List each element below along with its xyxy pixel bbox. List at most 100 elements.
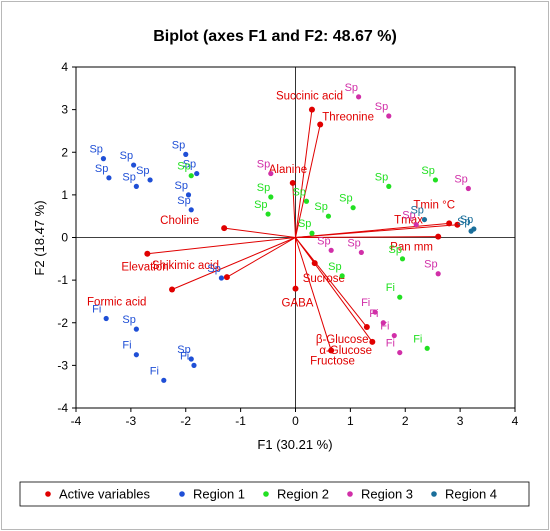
variable-point-glucose <box>363 324 370 331</box>
region-3-point <box>328 247 334 253</box>
variable-label-threonine: Threonine <box>322 112 374 124</box>
y-tick-label: 2 <box>61 145 68 159</box>
x-tick-label: 0 <box>292 414 299 428</box>
region-3-point-label: Fi <box>380 321 389 333</box>
region-1-point <box>185 192 192 198</box>
variable-label-alanine: Alanine <box>269 164 307 176</box>
region-1-point-label: Sp <box>183 159 196 171</box>
variable-point-tmin-c <box>454 221 461 228</box>
region-3-point-label: Sp <box>257 159 270 171</box>
region-2-point-label: Sp <box>298 218 311 230</box>
variable-label-shikimic-acid: Shikimic acid <box>152 260 219 272</box>
region-2-point <box>397 294 403 300</box>
region-2-point <box>350 205 356 211</box>
region-2-point-label: Sp <box>339 193 352 205</box>
region-3-point-label: Sp <box>402 210 415 222</box>
region-4-point-label: Sp <box>457 216 470 228</box>
region-1-point <box>218 275 225 281</box>
chart-title: Biplot (axes F1 and F2: 48.67 %) <box>153 28 397 45</box>
variable-label-choline: Choline <box>160 215 199 227</box>
region-2-point <box>386 183 392 189</box>
variable-point-fructose <box>328 347 335 354</box>
region-3-point-label: Sp <box>317 235 330 247</box>
legend: Active variables Region 1 Region 2 Region 3… <box>45 487 497 502</box>
region-1-point-label: Sp <box>136 165 149 177</box>
region-1-point-label: Sp <box>95 163 108 175</box>
x-tick-label: -4 <box>71 414 82 428</box>
variable-label-elevation: Elevation <box>121 262 168 274</box>
region-1-point-label: Sp <box>89 144 102 156</box>
region-1-point-label: Sp <box>122 171 135 183</box>
y-tick-label: -4 <box>57 401 68 415</box>
region-1-point <box>133 352 139 358</box>
y-tick-label: -3 <box>57 358 68 372</box>
variable-vectors: Succinic acid Threonine Alanine Choline Elev… <box>87 91 461 367</box>
region-3-point-label: Fi <box>386 338 395 350</box>
region-2-point-label: Sp <box>257 182 270 194</box>
region-2-point-label: Sp <box>375 171 388 183</box>
region-1-point-label: Sp <box>177 344 190 356</box>
region-3-point <box>372 309 378 315</box>
tick-marks <box>72 66 516 412</box>
region-1-point-label: Fi <box>92 303 101 315</box>
region-2-point <box>325 213 332 219</box>
region-1-point-label: Sp <box>174 180 187 192</box>
vector-threonine <box>295 124 321 238</box>
region-1-point-label: Sp <box>207 263 220 275</box>
region-2-point-label: Sp <box>314 201 327 213</box>
vector-shikimic-acid <box>226 237 296 278</box>
region-2-point-label: Sp <box>421 165 434 177</box>
region-1-point-label: Sp <box>172 139 185 151</box>
region-1-point <box>106 175 112 181</box>
region-1-point-label: Sp <box>120 150 133 162</box>
legend-marker-region-3 <box>347 491 353 497</box>
variable-label-succinic-acid: Succinic acid <box>276 91 343 103</box>
region-3-point <box>435 271 441 277</box>
region-2-point <box>265 211 271 217</box>
vector-choline <box>224 227 296 238</box>
vector-formic-acid <box>171 237 296 290</box>
legend-label-region-2: Region 2 <box>277 487 329 502</box>
region-1-point <box>161 377 167 383</box>
region-3-point <box>397 349 403 356</box>
y-tick-label: 1 <box>61 188 68 202</box>
region-3-point <box>356 94 362 100</box>
region-2-point <box>399 256 406 262</box>
variable-label-fructose: Fructose <box>310 355 355 367</box>
region-2-point-label: Sp <box>254 199 267 211</box>
region-2-point <box>309 230 315 236</box>
region-2-point <box>424 345 430 351</box>
region-1-point <box>103 315 109 322</box>
x-tick-label: -1 <box>235 414 246 428</box>
region-2-point-label: Sp <box>389 244 402 256</box>
variable-point-pan-mm <box>435 233 442 240</box>
region-2-point <box>188 173 194 179</box>
region-2-point <box>303 198 310 204</box>
region-3-point-label: Fi <box>361 297 370 309</box>
region-2-point <box>268 194 274 200</box>
region-1-point-label: Sp <box>177 195 190 207</box>
region-2-point-label: Fi <box>386 282 395 294</box>
region-3-point-label: Sp <box>375 101 388 113</box>
variable-point-alanine <box>289 179 296 186</box>
region-1-point <box>191 362 197 368</box>
legend-label-region-4: Region 4 <box>445 487 497 502</box>
region-3-point <box>380 320 386 326</box>
region-4-point-label: Sp <box>410 205 423 217</box>
region-1-point <box>133 326 139 332</box>
legend-marker-region-2 <box>263 491 269 497</box>
vector-tmax <box>295 222 450 238</box>
region-2-point-label: Sp <box>292 186 305 198</box>
y-tick-label: 4 <box>61 60 68 74</box>
region-2-point-label: Sp <box>328 261 341 273</box>
region-4-point <box>421 216 428 223</box>
region-1-point <box>147 177 153 183</box>
region-1-point <box>188 356 194 362</box>
x-tick-label: 2 <box>402 414 409 428</box>
vector-elevation <box>147 237 296 255</box>
vector-alanine <box>292 182 296 238</box>
legend-marker-region-4 <box>431 491 437 497</box>
